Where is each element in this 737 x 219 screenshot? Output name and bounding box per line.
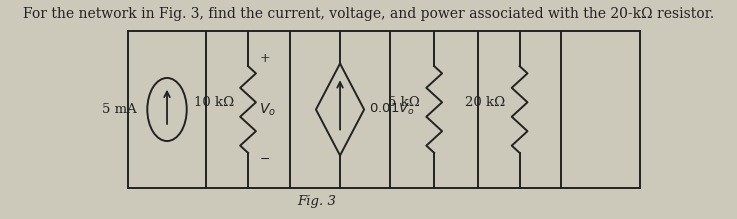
Text: 20 kΩ: 20 kΩ	[466, 96, 506, 110]
Text: +: +	[259, 52, 270, 65]
Text: −: −	[259, 153, 270, 166]
Text: 10 kΩ: 10 kΩ	[194, 96, 234, 110]
Text: 5 kΩ: 5 kΩ	[388, 96, 420, 110]
Text: 5 mA: 5 mA	[102, 103, 136, 116]
Text: Fig. 3: Fig. 3	[298, 195, 336, 208]
Text: $V_o$: $V_o$	[259, 101, 276, 118]
Text: For the network in Fig. 3, find the current, voltage, and power associated with : For the network in Fig. 3, find the curr…	[23, 7, 714, 21]
Text: $0.01V_o$: $0.01V_o$	[369, 102, 415, 117]
